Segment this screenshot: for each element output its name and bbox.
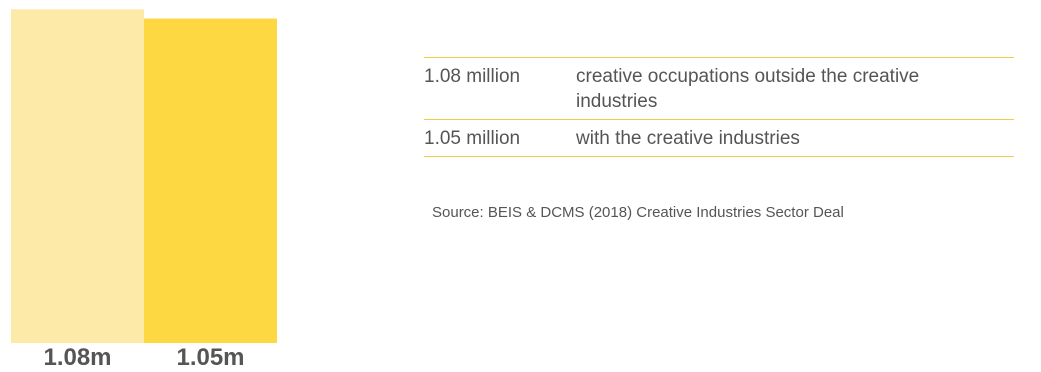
bar-0	[11, 9, 144, 344]
bar-label-0: 1.08m	[43, 344, 111, 367]
row-description: creative occupations outside the creativ…	[576, 66, 920, 112]
bar-chart: 1.08m 1.05m	[0, 0, 290, 371]
bar-label-1: 1.05m	[176, 344, 244, 367]
row-value: 1.08 million	[424, 66, 521, 87]
info-table: 1.08 million creative occupations outsid…	[424, 57, 1014, 157]
table-row: 1.05 million with the creative industrie…	[424, 119, 1014, 157]
bar-chart-svg: 1.08m 1.05m	[11, 9, 277, 371]
row-description: with the creative industries	[576, 128, 800, 149]
row-value: 1.05 million	[424, 128, 521, 149]
bar-1	[144, 18, 277, 344]
source-note: Source: BEIS & DCMS (2018) Creative Indu…	[432, 204, 844, 221]
table-row: 1.08 million creative occupations outsid…	[424, 57, 1014, 120]
